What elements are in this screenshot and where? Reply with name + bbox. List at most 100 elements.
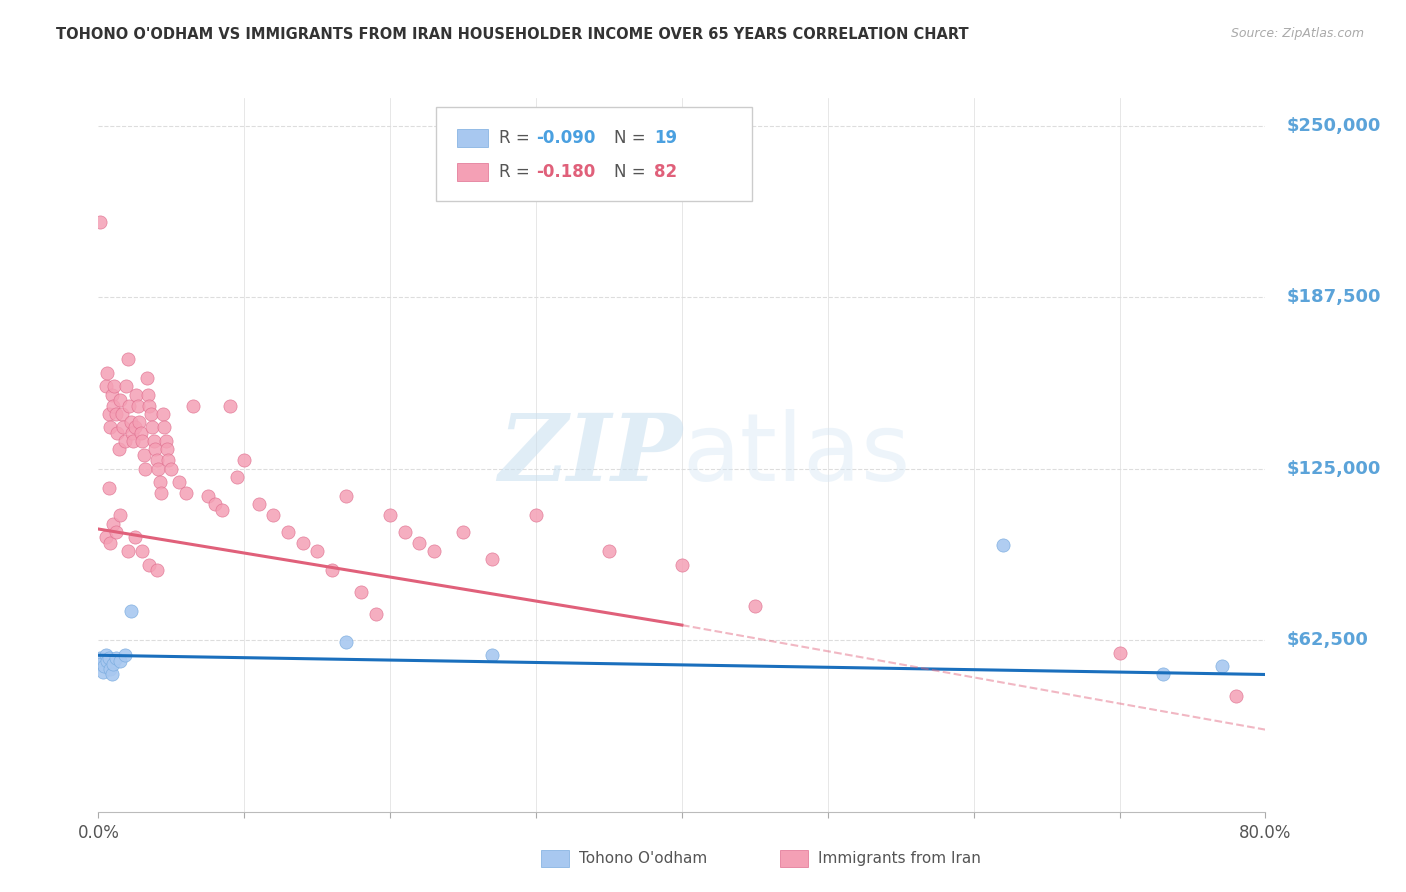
Point [117,351,139,366]
Point [156,442,179,457]
Point [111,407,134,421]
Point [211,503,233,517]
Point [160,461,183,475]
Point [321,563,343,577]
Point [104,407,127,421]
Point [97,481,120,495]
Point [94,648,117,663]
Point [671,558,693,572]
Point [97,651,120,665]
Text: N =: N = [614,129,651,147]
Point [94,379,117,393]
Point [153,420,176,434]
Point [103,379,125,393]
Point [350,585,373,599]
Point [262,508,284,523]
Text: atlas: atlas [682,409,910,501]
Point [141,420,163,434]
Text: N =: N = [614,163,651,181]
Point [149,475,172,490]
Point [408,535,430,549]
Text: 19: 19 [654,129,676,147]
Point [157,453,180,467]
Text: $187,500: $187,500 [1286,288,1381,306]
Point [1152,667,1174,681]
Text: Source: ZipAtlas.com: Source: ZipAtlas.com [1230,27,1364,40]
Point [101,657,124,671]
Point [96,654,118,668]
Point [112,420,135,434]
Text: $62,500: $62,500 [1286,632,1368,649]
Point [233,453,256,467]
Point [481,648,503,663]
Point [105,425,128,440]
Point [1225,690,1247,704]
Point [128,415,150,429]
Point [378,508,402,523]
Point [524,508,547,523]
Point [97,407,120,421]
Point [114,434,136,449]
Point [146,563,169,577]
Text: Immigrants from Iran: Immigrants from Iran [818,851,981,865]
Point [104,651,127,665]
Point [120,415,142,429]
Point [146,453,169,467]
Text: -0.180: -0.180 [536,163,595,181]
Point [124,420,146,434]
Point [98,535,121,549]
Point [108,442,131,457]
Text: Tohono O'odham: Tohono O'odham [579,851,707,865]
Point [139,407,162,421]
Point [117,544,139,558]
Point [136,387,159,401]
Point [131,434,153,449]
Point [138,558,160,572]
Point [132,448,155,462]
Point [204,497,226,511]
Point [122,434,145,449]
Point [218,399,240,413]
Point [155,434,177,449]
Point [125,387,148,401]
Point [110,508,132,523]
Point [110,654,132,668]
Point [364,607,387,621]
Point [93,659,115,673]
Point [291,535,314,549]
Point [100,387,122,401]
Point [307,544,329,558]
Point [181,399,204,413]
Point [197,489,219,503]
Text: TOHONO O'ODHAM VS IMMIGRANTS FROM IRAN HOUSEHOLDER INCOME OVER 65 YEARS CORRELAT: TOHONO O'ODHAM VS IMMIGRANTS FROM IRAN H… [56,27,969,42]
Point [143,442,166,457]
Text: $250,000: $250,000 [1286,117,1381,135]
Point [100,667,122,681]
Text: 82: 82 [654,163,676,181]
Point [114,648,136,663]
Point [451,524,474,539]
Point [101,516,124,531]
Point [91,665,114,679]
Point [89,214,111,228]
Point [127,399,149,413]
Point [481,552,503,566]
Point [98,420,121,434]
Point [110,392,132,407]
Y-axis label: Householder Income Over 65 years: Householder Income Over 65 years [0,319,7,591]
Point [167,475,190,490]
Point [96,366,118,380]
Point [124,530,146,544]
Point [98,662,121,676]
Point [335,489,357,503]
Point [90,657,112,671]
Point [991,539,1014,553]
Text: -0.090: -0.090 [536,129,595,147]
Point [744,599,766,613]
Point [104,524,127,539]
Point [138,399,160,413]
Point [335,634,357,648]
Point [121,425,143,440]
Point [148,461,170,475]
Point [277,524,299,539]
